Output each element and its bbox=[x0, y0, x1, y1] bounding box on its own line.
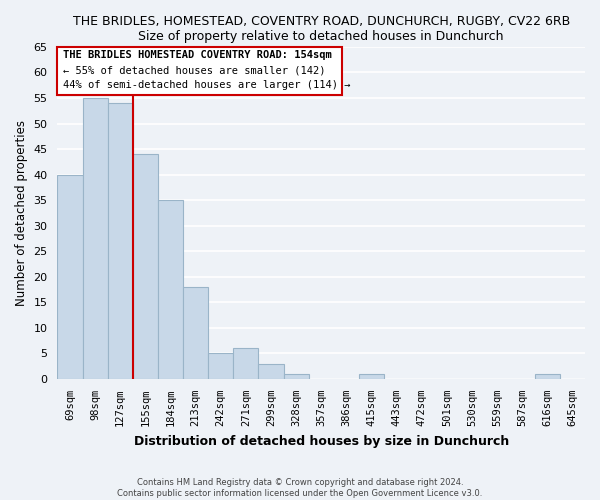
X-axis label: Distribution of detached houses by size in Dunchurch: Distribution of detached houses by size … bbox=[134, 434, 509, 448]
Bar bbox=[233, 348, 259, 379]
Bar bbox=[359, 374, 384, 379]
Bar bbox=[535, 374, 560, 379]
Bar bbox=[107, 103, 133, 379]
Bar bbox=[158, 200, 183, 379]
Text: THE BRIDLES HOMESTEAD COVENTRY ROAD: 154sqm: THE BRIDLES HOMESTEAD COVENTRY ROAD: 154… bbox=[62, 50, 331, 60]
Bar bbox=[259, 364, 284, 379]
Text: 44% of semi-detached houses are larger (114) →: 44% of semi-detached houses are larger (… bbox=[62, 80, 350, 90]
Text: Contains HM Land Registry data © Crown copyright and database right 2024.
Contai: Contains HM Land Registry data © Crown c… bbox=[118, 478, 482, 498]
Bar bbox=[58, 174, 83, 379]
Y-axis label: Number of detached properties: Number of detached properties bbox=[15, 120, 28, 306]
Bar bbox=[183, 287, 208, 379]
FancyBboxPatch shape bbox=[58, 47, 343, 95]
Bar bbox=[208, 354, 233, 379]
Title: THE BRIDLES, HOMESTEAD, COVENTRY ROAD, DUNCHURCH, RUGBY, CV22 6RB
Size of proper: THE BRIDLES, HOMESTEAD, COVENTRY ROAD, D… bbox=[73, 15, 570, 43]
Bar bbox=[83, 98, 107, 379]
Text: ← 55% of detached houses are smaller (142): ← 55% of detached houses are smaller (14… bbox=[62, 65, 325, 75]
Bar bbox=[284, 374, 308, 379]
Bar bbox=[133, 154, 158, 379]
